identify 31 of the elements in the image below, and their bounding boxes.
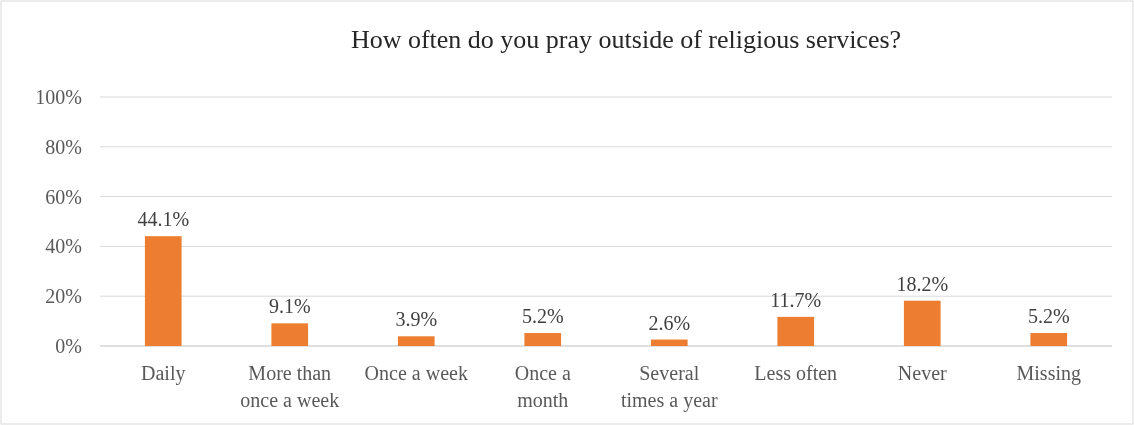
data-label: 9.1% — [268, 295, 311, 318]
y-tick-label: 60% — [45, 185, 82, 208]
bar — [650, 339, 688, 346]
x-tick-label: Once a week — [364, 362, 468, 384]
data-label: 44.1% — [137, 208, 190, 231]
bar — [1030, 333, 1068, 346]
y-tick-label: 0% — [55, 335, 82, 357]
chart-title: How often do you pray outside of religious services? — [350, 25, 902, 54]
x-tick-label: Several times a year — [620, 362, 718, 412]
x-tick-label: Missing — [1016, 362, 1081, 385]
bar — [777, 316, 815, 346]
bar — [271, 323, 309, 346]
y-tick-label: 20% — [45, 285, 82, 308]
data-label: 5.2% — [1027, 305, 1070, 328]
x-tick-label: Once a month — [514, 362, 571, 411]
y-tick-label: 40% — [45, 235, 82, 258]
x-tick-label: Daily — [141, 362, 186, 385]
data-label: 18.2% — [896, 272, 949, 295]
data-label: 2.6% — [648, 311, 691, 334]
bar — [903, 300, 941, 346]
y-tick-label: 100% — [35, 86, 82, 108]
data-label: 11.7% — [770, 288, 822, 311]
x-tick-label: Never — [897, 362, 948, 384]
x-tick-label: Less often — [754, 362, 838, 384]
data-label: 3.9% — [395, 308, 438, 331]
data-label: 5.2% — [521, 305, 564, 328]
bar — [524, 333, 562, 346]
bar — [397, 336, 435, 346]
bar — [144, 236, 182, 346]
x-tick-label: More than once a week — [240, 362, 340, 411]
y-tick-label: 80% — [45, 135, 82, 158]
